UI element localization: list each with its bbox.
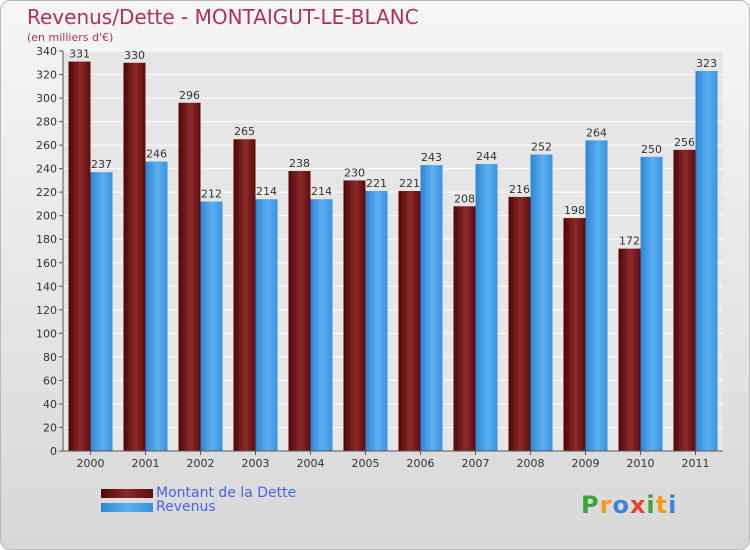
- data-label: 216: [509, 183, 530, 196]
- y-tick-label: 300: [36, 92, 57, 105]
- data-label: 323: [696, 57, 717, 70]
- data-label: 296: [179, 89, 200, 102]
- x-tick-label: 2000: [77, 457, 105, 470]
- legend-label-revenus: Revenus: [156, 499, 216, 515]
- y-tick-label: 100: [36, 327, 57, 340]
- data-label: 198: [564, 204, 585, 217]
- bar-debt: [673, 149, 696, 451]
- y-tick-label: 220: [36, 186, 57, 199]
- proxiti-logo: Proxiti: [581, 491, 677, 519]
- x-tick-label: 2004: [297, 457, 325, 470]
- logo-letter: r: [599, 491, 613, 519]
- logo-letter: t: [655, 491, 669, 519]
- data-label: 212: [201, 188, 222, 201]
- data-label: 221: [366, 177, 387, 190]
- bar-debt: [618, 248, 641, 451]
- bar-debt: [233, 139, 256, 451]
- data-label: 208: [454, 192, 475, 205]
- data-label: 214: [256, 185, 277, 198]
- data-label: 214: [311, 185, 332, 198]
- x-tick-label: 2001: [132, 457, 160, 470]
- x-tick-label: 2010: [627, 457, 655, 470]
- data-label: 264: [586, 126, 607, 139]
- x-tick-label: 2009: [572, 457, 600, 470]
- y-tick-label: 120: [36, 304, 57, 317]
- data-label: 244: [476, 150, 497, 163]
- logo-letter: P: [581, 491, 600, 519]
- chart-title: Revenus/Dette - MONTAIGUT-LE-BLANC: [27, 5, 419, 29]
- data-label: 243: [421, 151, 442, 164]
- plot-area: [63, 51, 723, 451]
- y-tick-label: 260: [36, 139, 57, 152]
- data-label: 256: [674, 136, 695, 149]
- bar-debt: [343, 180, 366, 452]
- x-tick-label: 2006: [407, 457, 435, 470]
- data-label: 250: [641, 143, 662, 156]
- y-tick-label: 240: [36, 163, 57, 176]
- bar-debt: [508, 196, 531, 451]
- legend-label-debt: Montant de la Dette: [156, 485, 297, 501]
- y-tick-label: 140: [36, 280, 57, 293]
- data-label: 172: [619, 235, 640, 248]
- logo-letter: i: [668, 491, 678, 519]
- bar-revenus: [90, 172, 113, 452]
- bar-revenus: [255, 199, 278, 451]
- x-tick-label: 2003: [242, 457, 270, 470]
- x-tick-label: 2011: [682, 457, 710, 470]
- data-label: 246: [146, 148, 167, 161]
- bar-revenus: [365, 191, 388, 451]
- logo-letter: x: [629, 491, 647, 519]
- bar-debt: [453, 206, 476, 451]
- y-tick-label: 280: [36, 116, 57, 129]
- y-tick-label: 60: [43, 374, 57, 387]
- y-tick-label: 180: [36, 233, 57, 246]
- bar-debt: [563, 218, 586, 451]
- bar-debt: [68, 61, 91, 452]
- chart-subtitle: (en milliers d'€): [27, 31, 114, 44]
- y-tick-label: 200: [36, 210, 57, 223]
- bar-revenus: [310, 199, 333, 451]
- bar-debt: [123, 62, 146, 451]
- data-label: 238: [289, 157, 310, 170]
- x-tick-label: 2008: [517, 457, 545, 470]
- y-tick-label: 160: [36, 257, 57, 270]
- legend-swatch-revenus: [101, 503, 153, 512]
- bar-debt: [288, 171, 311, 451]
- bar-debt: [398, 191, 421, 451]
- data-label: 265: [234, 125, 255, 138]
- y-tick-label: 320: [36, 69, 57, 82]
- y-tick-label: 340: [36, 45, 57, 58]
- bar-debt: [178, 102, 201, 451]
- bar-revenus: [585, 140, 608, 452]
- data-label: 237: [91, 158, 112, 171]
- legend-swatch-debt: [101, 489, 153, 498]
- logo-letter: i: [646, 491, 656, 519]
- data-label: 221: [399, 177, 420, 190]
- data-label: 252: [531, 141, 552, 154]
- y-tick-label: 20: [43, 421, 57, 434]
- x-tick-label: 2007: [462, 457, 490, 470]
- bar-revenus: [420, 165, 443, 451]
- logo-letter: o: [612, 491, 630, 519]
- x-tick-label: 2002: [187, 457, 215, 470]
- y-tick-label: 40: [43, 398, 57, 411]
- bar-revenus: [475, 163, 498, 452]
- bar-revenus: [200, 201, 223, 451]
- x-tick-label: 2005: [352, 457, 380, 470]
- data-label: 330: [124, 49, 145, 62]
- bar-revenus: [695, 71, 718, 451]
- data-label: 331: [69, 48, 90, 61]
- bar-revenus: [640, 156, 663, 451]
- y-tick-label: 80: [43, 351, 57, 364]
- bar-revenus: [530, 154, 553, 451]
- y-tick-label: 0: [50, 445, 57, 458]
- bar-revenus: [145, 161, 168, 451]
- data-label: 230: [344, 166, 365, 179]
